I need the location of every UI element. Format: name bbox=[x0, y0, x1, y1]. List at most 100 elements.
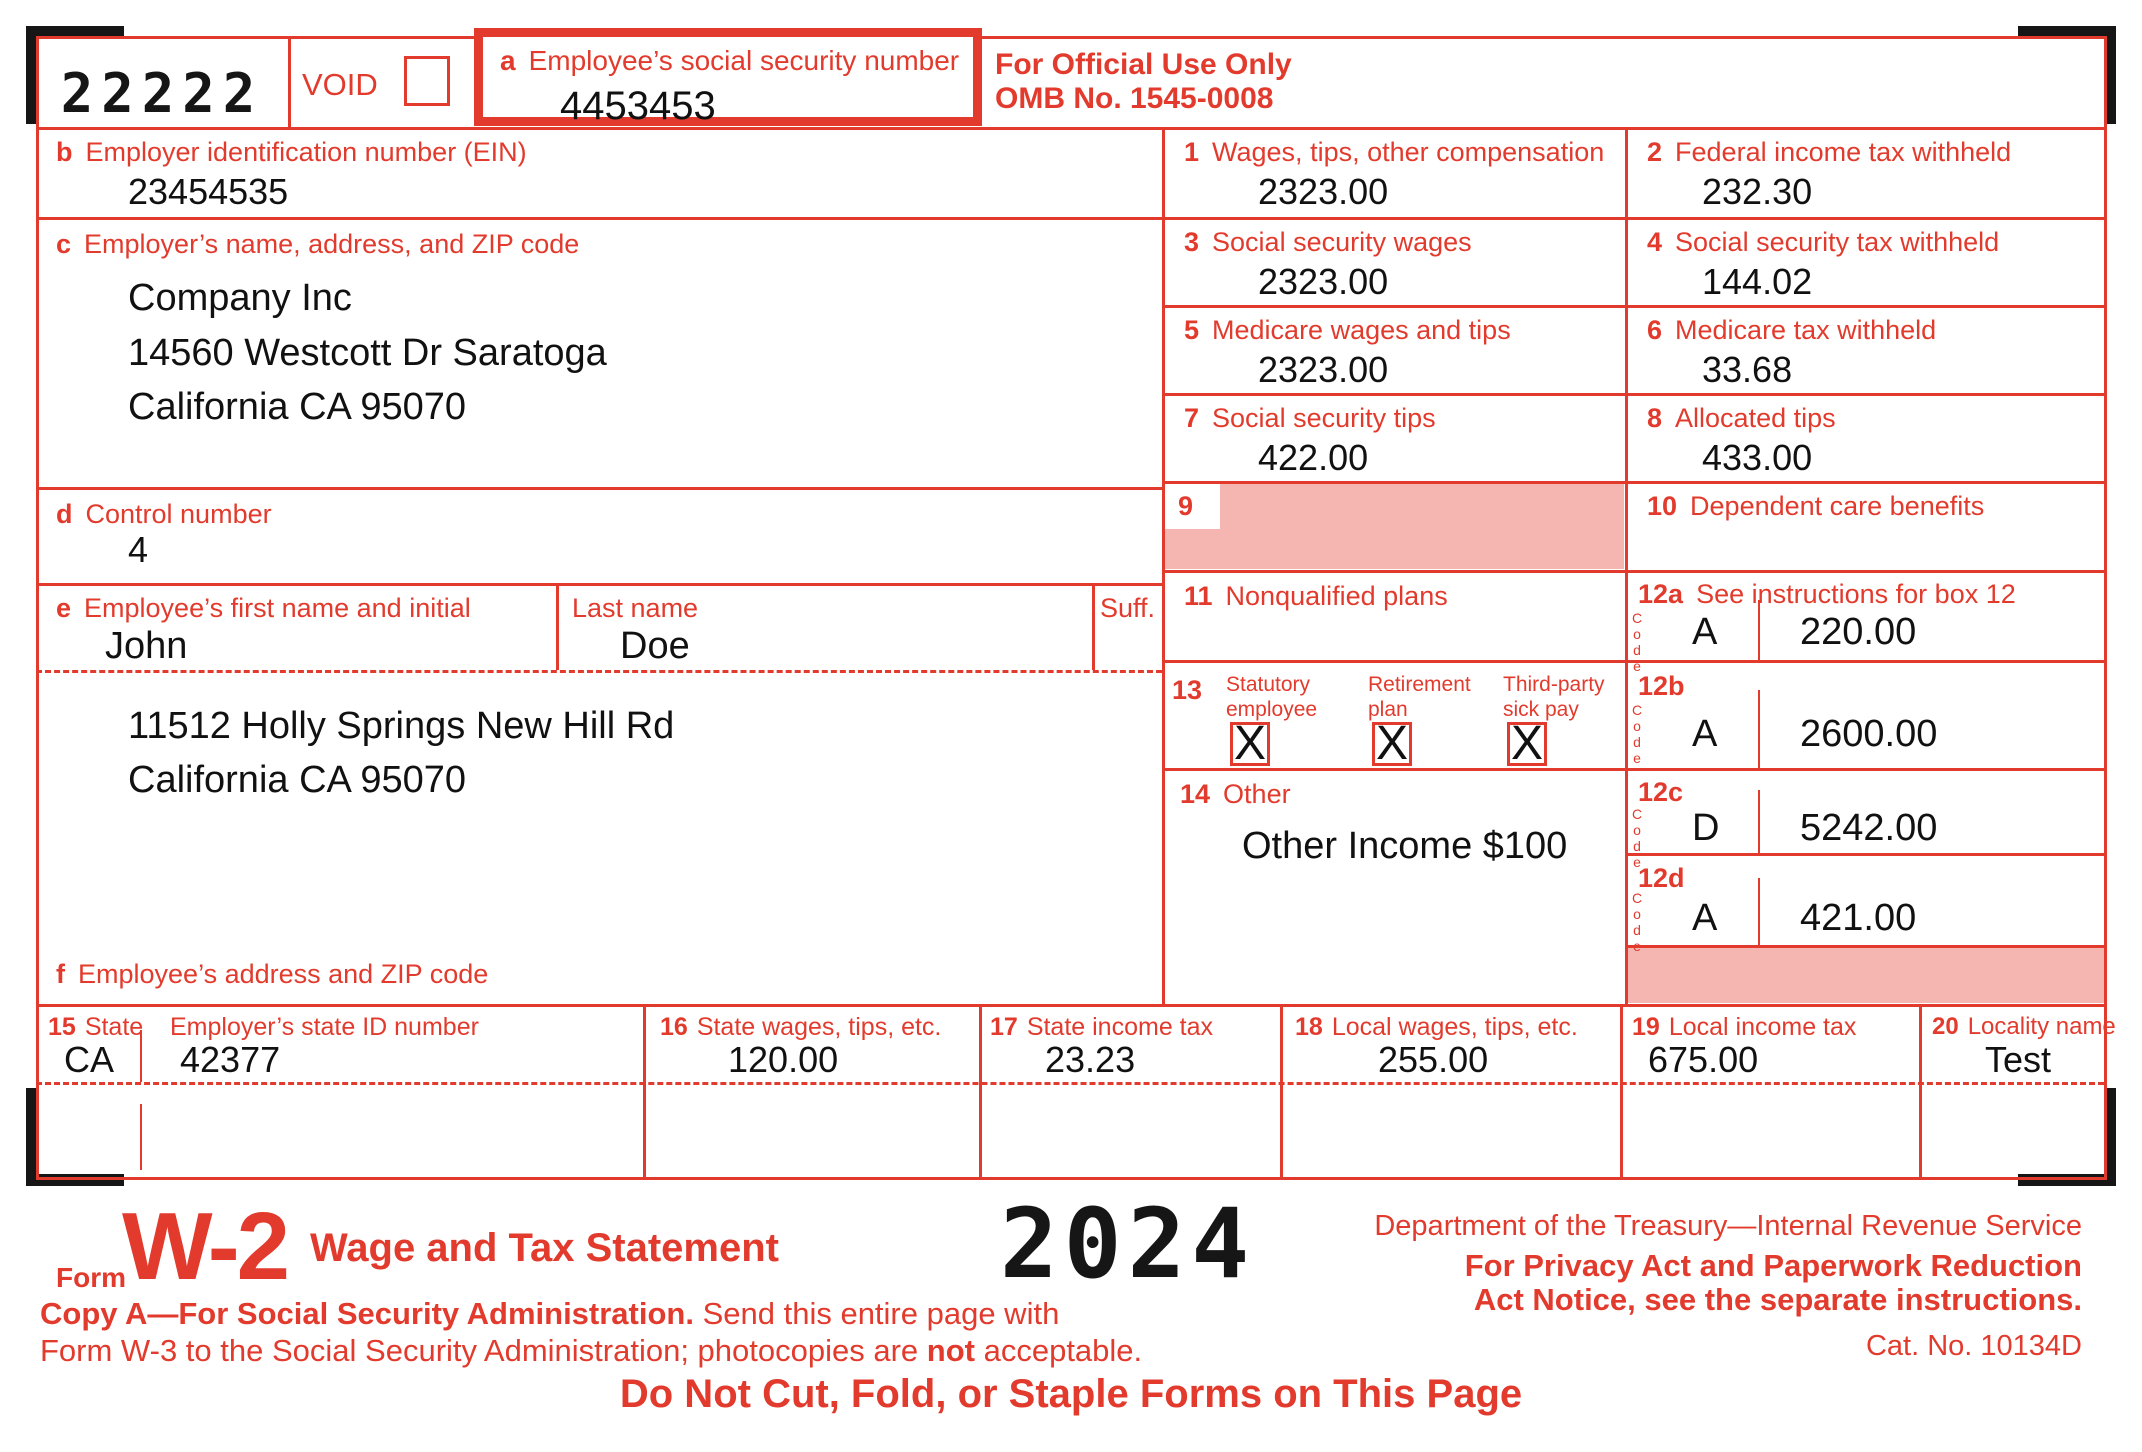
first-name-value[interactable]: John bbox=[105, 625, 188, 667]
grid-line bbox=[36, 1082, 2104, 1085]
box-a-letter: a bbox=[500, 45, 516, 76]
grid-line bbox=[1625, 853, 2107, 856]
box-4-value[interactable]: 144.02 bbox=[1702, 261, 1813, 302]
grid-line bbox=[1162, 393, 2107, 396]
box-6-label: 6 Medicare tax withheld bbox=[1647, 315, 1937, 345]
grid-line bbox=[2104, 36, 2107, 1180]
corner-bracket-bottom-right-v bbox=[2104, 1088, 2116, 1186]
grid-line bbox=[36, 127, 2107, 130]
box-2-value[interactable]: 232.30 bbox=[1702, 171, 1813, 212]
box-12d-code-value[interactable]: A bbox=[1692, 897, 1718, 939]
grid-line bbox=[1092, 583, 1095, 670]
state-id-value[interactable]: 42377 bbox=[180, 1039, 281, 1080]
box-3-label: 3 Social security wages bbox=[1184, 227, 1472, 257]
box-12a-code-value[interactable]: A bbox=[1692, 611, 1718, 653]
grid-line bbox=[36, 36, 2107, 39]
box-19-value[interactable]: 675.00 bbox=[1648, 1039, 1759, 1080]
box-12d-label: 12d bbox=[1638, 863, 1685, 893]
box-18-value[interactable]: 255.00 bbox=[1378, 1039, 1489, 1080]
box-6-value[interactable]: 33.68 bbox=[1702, 349, 1793, 390]
form-number: W-2 bbox=[122, 1193, 290, 1300]
form-word: Form bbox=[56, 1262, 126, 1293]
box-e-letter: e bbox=[56, 593, 72, 623]
third-party-sick-pay-checkbox[interactable]: X bbox=[1507, 717, 1547, 771]
box-e-label: e Employee’s first name and initial bbox=[56, 593, 471, 623]
box-13-label: 13 bbox=[1172, 675, 1203, 705]
corner-bracket-top-right-v bbox=[2104, 26, 2116, 124]
box-c-label: c Employer’s name, address, and ZIP code bbox=[56, 229, 580, 259]
grid-line bbox=[1162, 127, 1165, 1004]
grid-line bbox=[1162, 768, 2107, 771]
box-12c-amount[interactable]: 5242.00 bbox=[1800, 807, 1938, 849]
corner-bracket-bottom-right-h bbox=[2018, 1174, 2116, 1186]
box-12a-amount[interactable]: 220.00 bbox=[1800, 611, 1917, 653]
copy-a-line1: Copy A—For Social Security Administratio… bbox=[40, 1296, 1060, 1331]
employee-address-line1[interactable]: 11512 Holly Springs New Hill Rd bbox=[128, 705, 675, 747]
box-11-label: 11 Nonqualified plans bbox=[1184, 581, 1448, 611]
control-number-value[interactable]: 4 bbox=[128, 529, 149, 570]
box-9-label: 9 bbox=[1178, 491, 1194, 521]
grid-line bbox=[1620, 1004, 1623, 1180]
box-b-label: b Employer identification number (EIN) bbox=[56, 137, 527, 167]
box-16-value[interactable]: 120.00 bbox=[728, 1039, 839, 1080]
box-5-value[interactable]: 2323.00 bbox=[1258, 349, 1389, 390]
privacy-act-line2: Act Notice, see the separate instruction… bbox=[1473, 1282, 2082, 1317]
box-12b-code-word: Code bbox=[1629, 702, 1645, 766]
grid-line bbox=[1758, 690, 1760, 768]
box-17-value[interactable]: 23.23 bbox=[1045, 1039, 1136, 1080]
void-checkbox[interactable] bbox=[404, 56, 450, 106]
box-12b-code-value[interactable]: A bbox=[1692, 713, 1718, 755]
box-12d-amount[interactable]: 421.00 bbox=[1800, 897, 1917, 939]
employer-name[interactable]: Company Inc bbox=[128, 277, 352, 319]
grid-line bbox=[36, 670, 1162, 673]
grid-line bbox=[36, 217, 2107, 220]
grid-line bbox=[36, 487, 1165, 490]
retirement-plan-checkbox-mark: X bbox=[1375, 717, 1408, 771]
grid-line bbox=[979, 1004, 982, 1180]
box-12b-amount[interactable]: 2600.00 bbox=[1800, 713, 1938, 755]
box-14-value[interactable]: Other Income $100 bbox=[1242, 825, 1568, 867]
third-party-sick-pay-checkbox-mark: X bbox=[1510, 717, 1543, 771]
grid-line bbox=[1758, 878, 1760, 945]
box-20-label: 20 Locality name bbox=[1932, 1013, 2116, 1040]
retirement-plan-checkbox[interactable]: X bbox=[1372, 717, 1412, 771]
ssn-value[interactable]: 4453453 bbox=[560, 84, 716, 128]
void-label: VOID bbox=[302, 67, 378, 102]
state-value[interactable]: CA bbox=[64, 1039, 115, 1080]
ein-value[interactable]: 23454535 bbox=[128, 171, 289, 212]
last-name-value[interactable]: Doe bbox=[620, 625, 690, 667]
corner-bracket-top-right-h bbox=[2018, 26, 2116, 38]
box-20-value[interactable]: Test bbox=[1985, 1039, 2052, 1080]
box12d-shaded-strip bbox=[1627, 947, 2104, 1003]
treasury-dept-line: Department of the Treasury—Internal Reve… bbox=[1374, 1210, 2082, 1242]
box-7-value[interactable]: 422.00 bbox=[1258, 437, 1369, 478]
third-party-sick-pay-label: Third-party sick pay bbox=[1503, 673, 1605, 722]
grid-line bbox=[1162, 481, 2107, 484]
grid-line bbox=[1919, 1004, 1922, 1180]
box9-label-window bbox=[1164, 483, 1220, 529]
employee-address-line2[interactable]: California CA 95070 bbox=[128, 759, 466, 801]
box-d-letter: d bbox=[56, 499, 73, 529]
grid-line bbox=[140, 1030, 142, 1082]
employer-address-line2[interactable]: California CA 95070 bbox=[128, 386, 466, 428]
box-5-label: 5 Medicare wages and tips bbox=[1184, 315, 1511, 345]
box-12a-label: 12a See instructions for box 12 bbox=[1638, 579, 2016, 609]
corner-bracket-bottom-left-v bbox=[26, 1088, 38, 1186]
do-not-cut-notice: Do Not Cut, Fold, or Staple Forms on Thi… bbox=[619, 1372, 1523, 1416]
box-1-value[interactable]: 2323.00 bbox=[1258, 171, 1389, 212]
box-2-label: 2 Federal income tax withheld bbox=[1647, 137, 2012, 167]
privacy-act-line1: For Privacy Act and Paperwork Reduction bbox=[1464, 1248, 2082, 1283]
box-c-letter: c bbox=[56, 229, 72, 259]
corner-bracket-top-left-v bbox=[26, 26, 38, 124]
box-14-label: 14 Other bbox=[1180, 779, 1291, 809]
box-8-value[interactable]: 433.00 bbox=[1702, 437, 1813, 478]
box-3-value[interactable]: 2323.00 bbox=[1258, 261, 1389, 302]
box-12c-code-value[interactable]: D bbox=[1692, 807, 1720, 849]
statutory-employee-checkbox[interactable]: X bbox=[1230, 720, 1270, 768]
employer-address-line1[interactable]: 14560 Westcott Dr Saratoga bbox=[128, 332, 607, 374]
box-4-label: 4 Social security tax withheld bbox=[1647, 227, 2000, 257]
grid-line bbox=[1162, 305, 2107, 308]
grid-line bbox=[36, 1177, 2107, 1180]
form-control-code: 22222 bbox=[60, 62, 264, 125]
